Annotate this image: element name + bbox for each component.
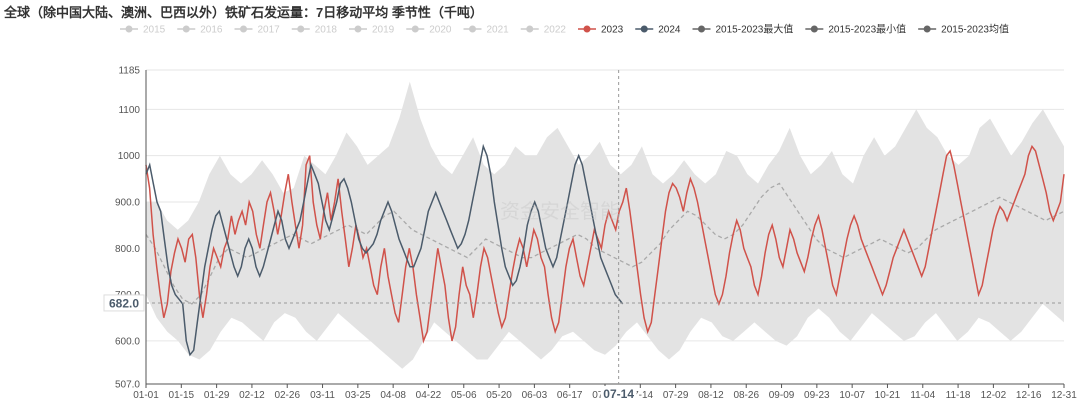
legend-item-2016[interactable]: 2016 — [177, 25, 223, 36]
legend-item-2017[interactable]: 2017 — [234, 25, 281, 36]
legend-item-2015-2023均值[interactable]: 2015-2023均值 — [918, 23, 1009, 36]
legend-item-2018[interactable]: 2018 — [291, 25, 338, 36]
x-tick-label: 09-23 — [804, 390, 830, 401]
x-tick-label: 11-18 — [946, 390, 971, 401]
series-line-mean — [145, 182, 1065, 305]
legend-dot-icon — [411, 25, 419, 33]
series-line-2024 — [145, 143, 624, 357]
legend-dot-icon — [923, 25, 931, 33]
x-tick-label: 02-12 — [239, 390, 265, 401]
legend-label: 2018 — [315, 25, 338, 36]
x-tick-label: 08-12 — [698, 390, 724, 401]
legend-label: 2015 — [143, 25, 166, 36]
y-tick-label: 900.0 — [115, 197, 140, 208]
x-tick-label: 04-22 — [416, 390, 442, 401]
y-tick-label: 1185 — [118, 66, 140, 77]
legend-dot-icon — [583, 25, 591, 33]
x-tick-label: 05-06 — [451, 390, 477, 401]
legend-dot-icon — [698, 25, 705, 33]
x-tick-label: 05-20 — [486, 390, 512, 401]
legend-dot-icon — [240, 25, 247, 33]
hover-y-label-box — [103, 294, 145, 312]
x-tick-label: 06-03 — [522, 390, 548, 401]
legend-dot-icon — [469, 25, 476, 33]
x-tick-label: 12-31 — [1051, 390, 1077, 401]
hover-crosshair: 682.0 07-14 — [103, 70, 1064, 402]
x-tick-label: 01-29 — [204, 390, 230, 401]
legend-dot-icon — [354, 25, 362, 33]
x-tick-label: 10-21 — [875, 390, 901, 401]
watermark-text: 资金安全智能 — [500, 200, 620, 223]
legend-item-2022[interactable]: 2022 — [520, 25, 567, 36]
legend-item-2015-2023最小值[interactable]: 2015-2023最小值 — [805, 23, 906, 36]
series-lines — [145, 143, 1065, 357]
hover-y-label: 682.0 — [109, 296, 139, 310]
x-tick-label: 01-01 — [133, 390, 159, 401]
x-tick-label: 07-14 — [628, 390, 654, 401]
x-tick-label: 08-26 — [733, 390, 759, 401]
legend-item-2023[interactable]: 2023 — [578, 25, 624, 36]
x-tick-label: 03-25 — [345, 390, 371, 401]
x-tick-label: 03-11 — [310, 390, 335, 401]
legend-item-2015[interactable]: 2015 — [120, 25, 166, 36]
x-tick-label: 09-09 — [769, 390, 795, 401]
legend-label: 2020 — [429, 25, 452, 36]
y-tick-label: 600.0 — [115, 336, 140, 347]
x-tick-label: 11-04 — [910, 390, 935, 401]
legend-item-2015-2023最大值[interactable]: 2015-2023最大值 — [692, 23, 794, 36]
legend-item-2020[interactable]: 2020 — [406, 25, 452, 36]
chart-title: 全球（除中国大陆、澳洲、巴西以外）铁矿石发运量：7日移动平均 季节性（千吨） — [4, 5, 483, 20]
hover-x-label: 07-14 — [603, 387, 634, 401]
legend-label: 2015-2023最小值 — [828, 23, 906, 36]
series-line-2023 — [145, 144, 1065, 344]
legend-label: 2022 — [544, 25, 567, 36]
y-tick-label: 800.0 — [115, 244, 140, 255]
legend-label: 2021 — [487, 25, 510, 36]
legend[interactable]: 2015 2016 2017 2018 2019 2020 2021 2022 2023 2024… — [120, 23, 1009, 36]
hover-x-label-box — [600, 386, 637, 402]
x-tick-label: 02-26 — [274, 390, 300, 401]
legend-item-2019[interactable]: 2019 — [349, 25, 395, 36]
legend-label: 2019 — [372, 25, 395, 36]
x-tick-label: 07-29 — [663, 390, 689, 401]
x-tick-label: 01-15 — [169, 390, 195, 401]
legend-item-2024[interactable]: 2024 — [635, 25, 681, 36]
legend-label: 2015-2023最大值 — [716, 23, 794, 36]
legend-label: 2023 — [601, 25, 624, 36]
y-tick-label: 1100 — [118, 105, 140, 116]
legend-dot-icon — [297, 25, 305, 33]
legend-item-2021[interactable]: 2021 — [463, 25, 510, 36]
legend-label: 2015-2023均值 — [941, 23, 1009, 36]
legend-dot-icon — [640, 25, 648, 33]
legend-label: 2016 — [200, 25, 223, 36]
x-tick-label: 10-07 — [839, 390, 865, 401]
legend-dot-icon — [125, 25, 133, 33]
legend-dot-icon — [182, 25, 190, 33]
legend-label: 2017 — [258, 25, 281, 36]
y-tick-label: 1000 — [118, 151, 141, 162]
legend-dot-icon — [810, 25, 818, 33]
legend-label: 2024 — [658, 25, 681, 36]
mean-line — [145, 182, 1065, 305]
axes: 507.0600.0700.0800.0900.010001100118501-… — [115, 66, 1077, 402]
x-tick-label: 12-16 — [1016, 390, 1042, 401]
y-tick-label: 507.0 — [115, 380, 140, 391]
x-tick-label: 06-17 — [557, 390, 583, 401]
x-tick-label: 12-02 — [981, 390, 1007, 401]
x-tick-label: 04-08 — [380, 390, 406, 401]
legend-dot-icon — [526, 25, 534, 33]
